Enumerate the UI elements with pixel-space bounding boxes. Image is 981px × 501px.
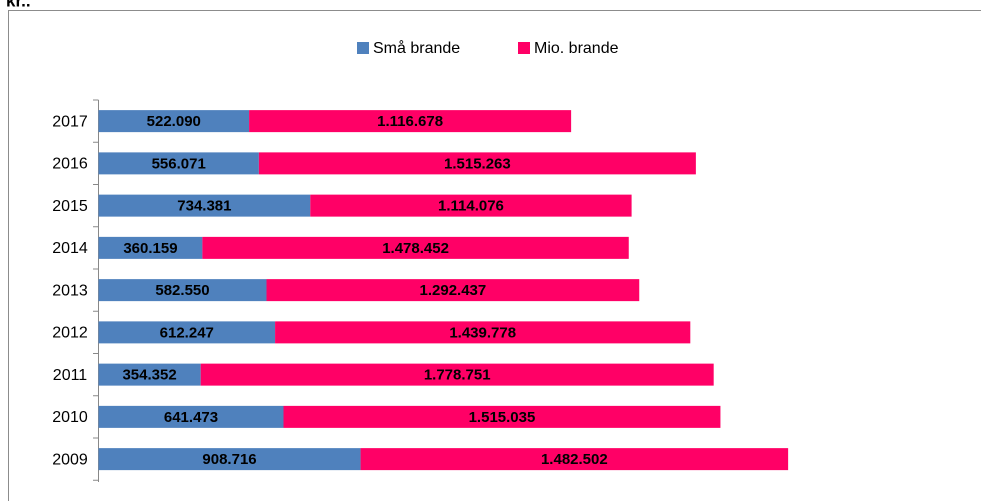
data-label: 354.352 <box>122 367 176 384</box>
legend-label: Små brande <box>373 39 460 57</box>
data-label: 1.778.751 <box>424 367 491 384</box>
y-tick-label: 2011 <box>53 367 88 384</box>
bar-segment <box>249 110 572 133</box>
bar-segment <box>98 152 259 175</box>
data-label: 556.071 <box>152 155 206 172</box>
data-label: 1.482.502 <box>541 451 608 468</box>
bar-segment <box>98 363 201 386</box>
legend-label: Mio. brande <box>534 40 619 57</box>
bar-segment <box>360 448 789 471</box>
y-tick-label: 2012 <box>52 325 88 342</box>
data-label: 1.292.437 <box>420 282 487 299</box>
data-label: 1.478.452 <box>382 240 449 257</box>
bar-segment <box>98 321 276 344</box>
bar-segment <box>98 279 267 302</box>
bar-segment <box>98 110 250 133</box>
bar-segment <box>202 236 629 259</box>
data-label: 360.159 <box>123 240 177 257</box>
y-tick-label: 2010 <box>52 409 88 426</box>
y-tick-label: 2013 <box>52 282 88 299</box>
y-tick-label: 2014 <box>52 240 88 257</box>
legend-swatch <box>357 42 369 54</box>
data-label: 582.550 <box>155 282 209 299</box>
bar-segment <box>98 194 311 217</box>
data-label: 1.515.035 <box>469 409 536 426</box>
bar-segment <box>266 279 640 302</box>
bar-segment <box>98 448 361 471</box>
bar-segment <box>275 321 691 344</box>
bar-segment <box>200 363 714 386</box>
data-label: 1.439.778 <box>449 324 516 341</box>
chart-title: kr.. <box>6 0 31 10</box>
data-label: 612.247 <box>160 324 214 341</box>
data-label: 1.515.263 <box>444 155 511 172</box>
bar-segment <box>310 194 632 217</box>
data-label: 1.116.678 <box>377 113 443 130</box>
bar-segment <box>98 405 284 428</box>
y-tick-label: 2016 <box>52 156 88 173</box>
data-label: 641.473 <box>164 409 218 426</box>
legend-swatch <box>518 42 530 54</box>
y-tick-label: 2017 <box>52 113 88 130</box>
bar-segment <box>98 236 203 259</box>
data-label: 1.114.076 <box>438 198 504 215</box>
data-label: 734.381 <box>177 198 231 215</box>
bar-segment <box>258 152 696 175</box>
bar-segment <box>283 405 721 428</box>
y-tick-label: 2015 <box>52 198 88 215</box>
data-label: 522.090 <box>147 113 201 130</box>
y-tick-label: 2009 <box>52 451 88 468</box>
data-label: 908.716 <box>202 451 256 468</box>
